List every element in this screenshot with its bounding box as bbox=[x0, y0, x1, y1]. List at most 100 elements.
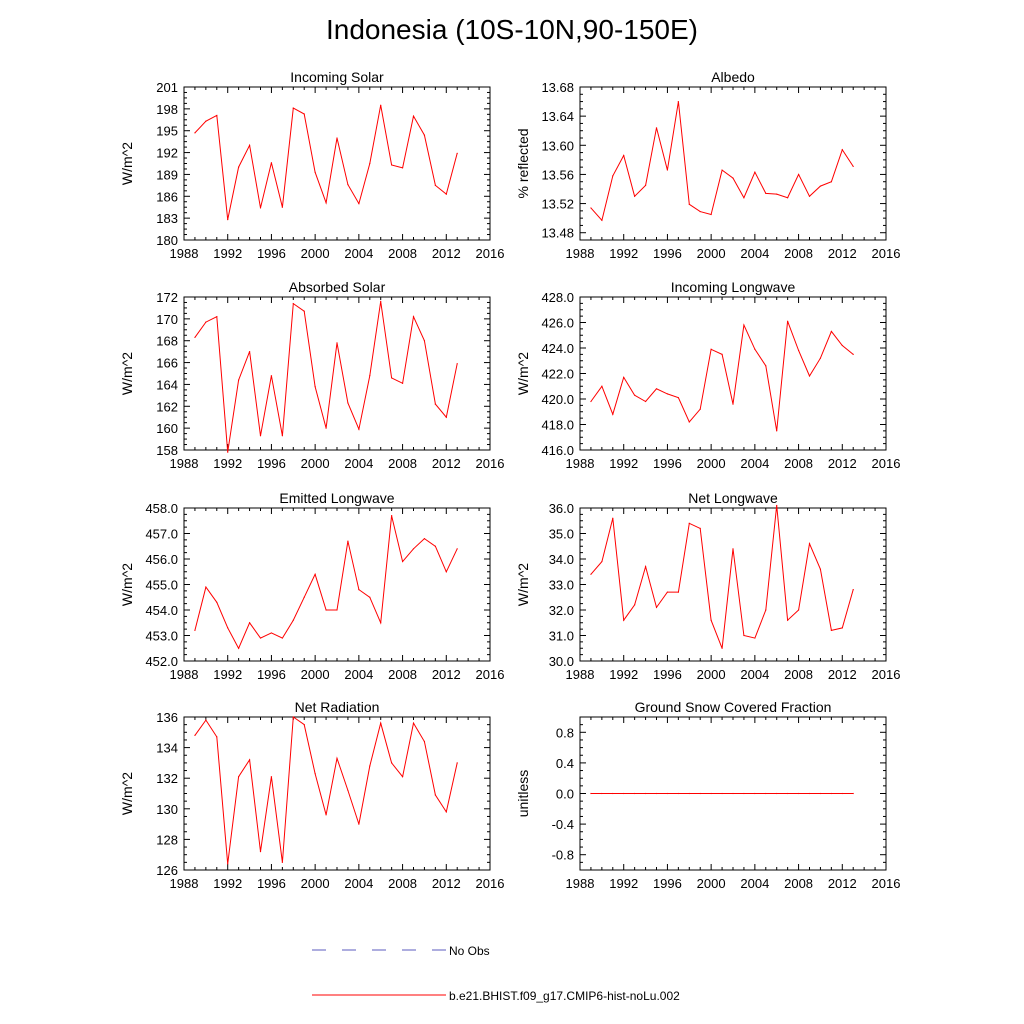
data-point bbox=[655, 388, 658, 390]
y-tick-label: 128 bbox=[156, 832, 178, 847]
x-tick-label: 2016 bbox=[872, 876, 901, 891]
data-point bbox=[445, 571, 447, 573]
y-axis-label: W/m^2 bbox=[119, 563, 135, 606]
data-point bbox=[688, 421, 690, 423]
y-tick-label: 30.0 bbox=[549, 654, 574, 669]
data-point bbox=[765, 365, 767, 367]
data-point bbox=[830, 792, 832, 795]
data-point bbox=[830, 629, 832, 632]
data-point bbox=[852, 589, 854, 591]
data-point bbox=[634, 394, 636, 396]
data-point bbox=[401, 776, 404, 778]
data-point bbox=[852, 792, 854, 795]
data-point bbox=[754, 171, 756, 173]
data-point bbox=[391, 377, 393, 379]
data-point bbox=[380, 622, 382, 624]
x-tick-label: 1988 bbox=[566, 246, 595, 261]
x-tick-label: 2000 bbox=[301, 667, 330, 682]
data-point bbox=[754, 348, 756, 350]
plot-frame bbox=[183, 296, 491, 451]
chart-panel-8: Ground Snow Covered Fraction unitless 1988… bbox=[515, 699, 900, 891]
y-tick-label: 454.0 bbox=[145, 603, 178, 618]
data-point bbox=[677, 100, 679, 103]
series-line bbox=[194, 515, 458, 650]
x-tick-label: 1996 bbox=[257, 246, 286, 261]
data-point bbox=[445, 193, 447, 195]
y-axis-label: W/m^2 bbox=[119, 142, 135, 185]
data-point bbox=[677, 792, 679, 795]
data-point bbox=[623, 792, 625, 795]
data-point bbox=[666, 393, 669, 395]
data-point bbox=[248, 759, 251, 761]
data-point bbox=[369, 765, 371, 767]
data-point bbox=[314, 573, 316, 575]
data-point bbox=[721, 353, 723, 355]
data-point bbox=[776, 193, 778, 195]
data-point bbox=[303, 113, 305, 115]
panel-title: Emitted Longwave bbox=[279, 490, 394, 506]
data-point bbox=[623, 619, 625, 621]
data-point bbox=[401, 382, 404, 384]
data-point bbox=[194, 629, 196, 632]
data-point bbox=[434, 403, 436, 405]
data-point bbox=[655, 792, 658, 795]
data-point bbox=[721, 792, 723, 795]
data-point bbox=[797, 609, 800, 611]
data-point bbox=[590, 573, 592, 575]
chart-panel-2: Albedo % reflected 1988 1992 1996 2000 2004 200… bbox=[515, 69, 900, 261]
data-point bbox=[259, 637, 262, 639]
data-point bbox=[808, 195, 811, 197]
legend-obs-label: No Obs bbox=[449, 944, 490, 958]
y-tick-label: 457.0 bbox=[145, 527, 178, 542]
data-point bbox=[227, 863, 229, 865]
data-point bbox=[238, 647, 240, 649]
data-point bbox=[456, 363, 458, 365]
x-tick-label: 2016 bbox=[476, 667, 505, 682]
data-point bbox=[787, 619, 789, 621]
x-tick-label: 2008 bbox=[784, 667, 813, 682]
y-axis-label: W/m^2 bbox=[515, 352, 531, 395]
data-point bbox=[194, 336, 196, 339]
data-point bbox=[445, 811, 447, 813]
x-tick-label: 1996 bbox=[257, 876, 286, 891]
y-tick-label: 452.0 bbox=[145, 654, 178, 669]
x-tick-label: 1992 bbox=[609, 246, 638, 261]
y-tick-label: 36.0 bbox=[549, 501, 574, 516]
data-point bbox=[601, 219, 603, 221]
data-point bbox=[634, 792, 636, 795]
x-tick-label: 2008 bbox=[388, 876, 417, 891]
x-tick-label: 1992 bbox=[213, 667, 242, 682]
data-point bbox=[699, 527, 701, 530]
data-point bbox=[601, 385, 603, 387]
series-line bbox=[590, 101, 854, 222]
y-tick-label: 33.0 bbox=[549, 578, 574, 593]
x-tick-label: 2008 bbox=[388, 246, 417, 261]
data-point bbox=[666, 792, 669, 795]
x-tick-label: 2000 bbox=[301, 456, 330, 471]
x-tick-label: 1992 bbox=[213, 456, 242, 471]
plot-frame bbox=[579, 507, 887, 662]
chart-panel-4: Incoming Longwave W/m^2 1988 1992 1996 2000 20… bbox=[515, 279, 900, 471]
legend: No Obs b.e21.BHIST.f09_g17.CMIP6-hist-no… bbox=[312, 944, 680, 1003]
y-tick-label: 164 bbox=[156, 377, 178, 392]
data-point bbox=[677, 397, 679, 399]
data-point bbox=[710, 348, 712, 350]
data-point bbox=[666, 169, 669, 171]
data-point bbox=[216, 114, 218, 117]
data-point bbox=[808, 792, 811, 795]
data-point bbox=[655, 606, 658, 609]
data-point bbox=[797, 349, 800, 352]
data-point bbox=[194, 734, 196, 736]
data-point bbox=[205, 586, 207, 588]
data-point bbox=[456, 548, 458, 550]
data-point bbox=[369, 596, 371, 598]
x-tick-label: 1996 bbox=[653, 876, 682, 891]
x-tick-label: 2000 bbox=[697, 246, 726, 261]
x-tick-label: 2016 bbox=[872, 667, 901, 682]
panel-title: Incoming Longwave bbox=[671, 279, 796, 295]
x-tick-label: 1992 bbox=[609, 667, 638, 682]
y-tick-label: 160 bbox=[156, 421, 178, 436]
data-point bbox=[434, 184, 436, 186]
data-point bbox=[830, 181, 832, 183]
data-point bbox=[412, 316, 415, 318]
